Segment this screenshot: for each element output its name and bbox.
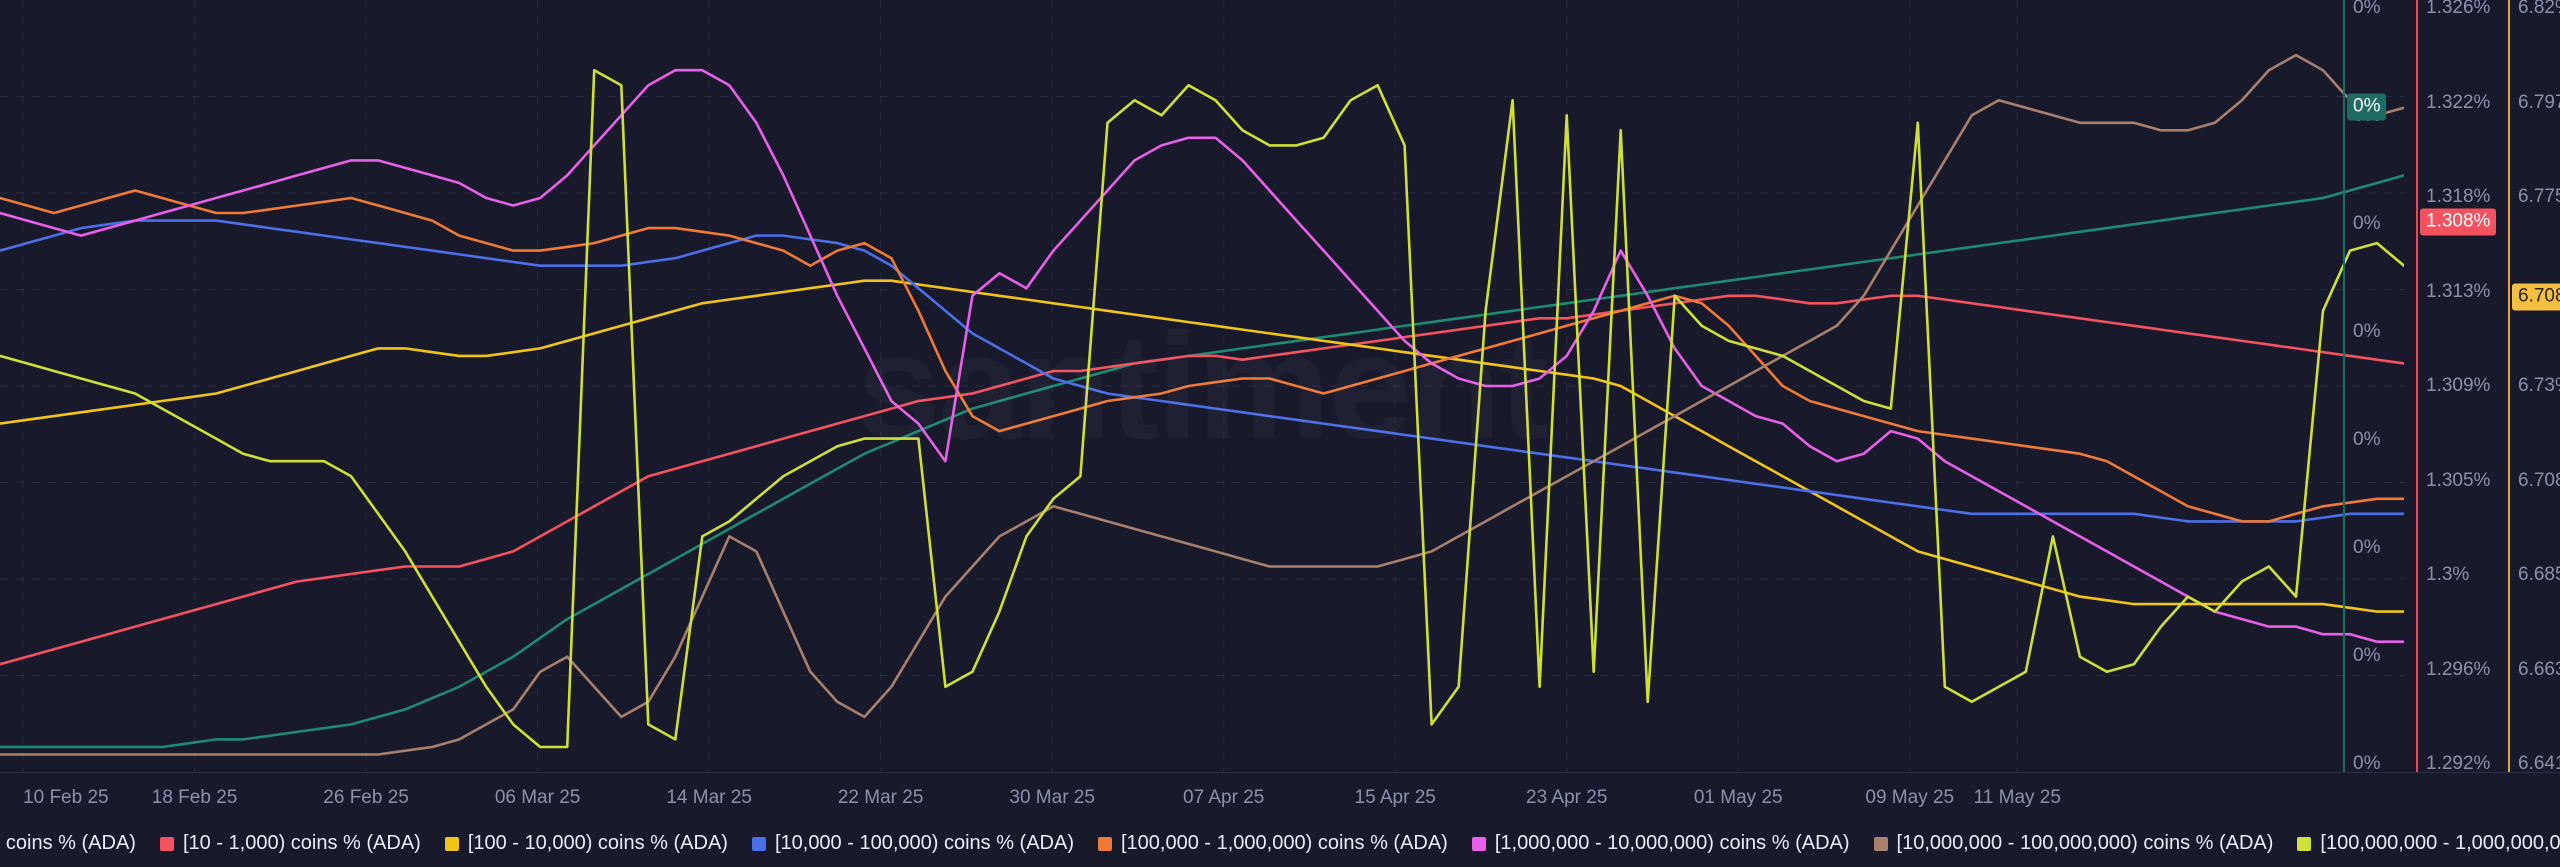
legend-item[interactable]: [10,000 - 100,000) coins % (ADA) xyxy=(751,832,1074,855)
x-axis-tick-label: 10 Feb 25 xyxy=(23,787,109,808)
x-axis-tick-label: 06 Mar 25 xyxy=(494,787,581,808)
legend-swatch-icon xyxy=(1873,836,1888,851)
legend-item[interactable]: [10 - 1,000) coins % (ADA) xyxy=(159,832,421,855)
y-axis-tick-label: 0% xyxy=(2353,321,2381,342)
x-axis-tick-label: 14 Mar 25 xyxy=(666,787,752,808)
y-axis-tick-label: 6.775% xyxy=(2518,186,2560,207)
y-axis-tick-label: 6.82% xyxy=(2518,0,2560,18)
axis-line-red xyxy=(2416,0,2418,772)
y-axis-tick-label: 0% xyxy=(2353,753,2381,774)
y-axis-tick-label: 0% xyxy=(2353,0,2381,18)
legend-item-label: [100,000,000 - 1,000,000,000) coins % xyxy=(2320,832,2560,854)
series-line[interactable] xyxy=(0,279,2404,613)
legend-item[interactable]: [100,000,000 - 1,000,000,000) coins % xyxy=(2297,832,2560,855)
legend-item-label: [1,000,000 - 10,000,000) coins % (ADA) xyxy=(1494,832,1850,854)
y-axis-tick-label: 6.73% xyxy=(2518,375,2560,396)
x-axis-tick-label: 18 Feb 25 xyxy=(151,787,238,808)
axis-line-teal xyxy=(2343,0,2345,772)
y-axis-value-badge: 6.708% xyxy=(2512,283,2560,311)
series-line[interactable] xyxy=(0,53,2404,756)
x-axis-tick-label: 11 May 25 xyxy=(1973,787,2061,808)
y-axis-tick-label: 1.296% xyxy=(2426,658,2491,680)
y-axis-tick-label: 6.685% xyxy=(2518,564,2560,585)
y-axis-tick-label: 6.663% xyxy=(2518,658,2560,680)
legend-swatch-icon xyxy=(1098,836,1112,851)
x-axis-tick-label: 30 Mar 25 xyxy=(1009,787,1095,808)
legend-swatch-icon xyxy=(751,836,766,851)
legend-swatch-icon xyxy=(444,836,459,851)
x-axis-tick-label: 23 Apr 25 xyxy=(1526,787,1608,808)
y-axis-tick-label: 1.3% xyxy=(2426,564,2470,585)
y-axis-tick-label: 6.708% xyxy=(2518,469,2560,491)
y-axis-tick-label: 6.797% xyxy=(2518,91,2560,113)
legend[interactable]: [0 - 10) coins % (ADA) [10 - 1,000) coins… xyxy=(0,820,2560,867)
x-axis: 10 Feb 25 18 Feb 25 26 Feb 25 06 Mar 25 14 M… xyxy=(0,772,2560,820)
y-axis-value-badge: 0% xyxy=(2347,93,2387,121)
legend-item-label: [10,000,000 - 100,000,000) coins % (ADA) xyxy=(1896,832,2274,854)
series-line[interactable] xyxy=(0,219,2404,523)
y-axis-tick-label: 1.309% xyxy=(2426,375,2491,396)
legend-item[interactable]: [1,000,000 - 10,000,000) coins % (ADA) xyxy=(1471,832,1850,855)
y-axis-tick-label: 6.641% xyxy=(2518,753,2560,774)
legend-item-label: [100 - 10,000) coins % (ADA) xyxy=(467,832,728,854)
y-axis-tick-label: 1.313% xyxy=(2426,280,2491,302)
series-line[interactable] xyxy=(0,68,2404,749)
y-axis-tick-label: 0% xyxy=(2353,429,2381,450)
legend-item[interactable]: [100,000 - 1,000,000) coins % (ADA) xyxy=(1098,832,1448,855)
axis-line-orange xyxy=(2508,0,2510,772)
chart-canvas[interactable] xyxy=(0,0,2404,772)
y-axis-tick-label: 1.318% xyxy=(2426,186,2491,207)
x-axis-tick-label: 26 Feb 25 xyxy=(323,787,409,808)
x-axis-tick-label: 09 May 25 xyxy=(1865,787,1955,808)
legend-item[interactable]: [10,000,000 - 100,000,000) coins % (ADA) xyxy=(1873,832,2274,855)
legend-item-label: [10 - 1,000) coins % (ADA) xyxy=(182,832,421,854)
x-axis-tick-label: 22 Mar 25 xyxy=(837,787,924,808)
x-axis-tick-label: 01 May 25 xyxy=(1693,787,1783,808)
legend-item-label: [100,000 - 1,000,000) coins % (ADA) xyxy=(1121,832,1448,854)
y-axis-tick-label: 1.326% xyxy=(2426,0,2491,18)
series-line[interactable] xyxy=(0,174,2404,749)
series-line[interactable] xyxy=(0,294,2404,666)
y-axis-tick-label: 1.322% xyxy=(2426,91,2491,113)
y-axis-value-badge: 1.308% xyxy=(2420,208,2497,236)
x-axis-tick-label: 07 Apr 25 xyxy=(1183,787,1265,808)
legend-item[interactable]: [100 - 10,000) coins % (ADA) xyxy=(444,832,728,855)
legend-item-label: [0 - 10) coins % (ADA) xyxy=(0,832,136,854)
y-axis-tick-label: 0% xyxy=(2353,645,2381,666)
y-axis-tick-label: 1.292% xyxy=(2426,753,2491,774)
y-axis-tick-label: 0% xyxy=(2353,213,2381,234)
y-axis-tick-label: 0% xyxy=(2353,537,2381,558)
legend-swatch-icon xyxy=(159,836,174,851)
legend-swatch-icon xyxy=(1471,836,1486,851)
y-axis-tick-label: 1.305% xyxy=(2426,469,2491,491)
series-line[interactable] xyxy=(0,189,2404,523)
legend-item[interactable]: [0 - 10) coins % (ADA) xyxy=(0,832,136,855)
series-line[interactable] xyxy=(0,68,2404,644)
legend-item-label: [10,000 - 100,000) coins % (ADA) xyxy=(774,832,1074,854)
plot-area[interactable]: santiment xyxy=(0,0,2404,772)
x-axis-tick-label: 15 Apr 25 xyxy=(1354,787,1436,808)
legend-swatch-icon xyxy=(2297,836,2312,851)
